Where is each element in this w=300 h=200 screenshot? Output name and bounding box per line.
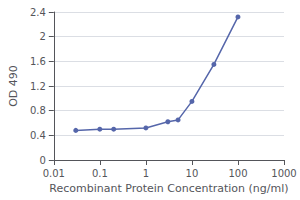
svg-text:1: 1 <box>143 168 149 179</box>
svg-text:1.2: 1.2 <box>30 81 46 92</box>
svg-text:0.4: 0.4 <box>30 130 46 141</box>
svg-text:10: 10 <box>186 168 199 179</box>
svg-text:0.8: 0.8 <box>30 105 46 116</box>
svg-text:OD 490: OD 490 <box>7 65 20 107</box>
svg-text:1.6: 1.6 <box>30 56 46 67</box>
svg-text:Recombinant Protein Concentrat: Recombinant Protein Concentration (ng/ml… <box>49 182 288 195</box>
svg-text:1000: 1000 <box>271 168 296 179</box>
svg-text:0.01: 0.01 <box>43 168 65 179</box>
svg-text:100: 100 <box>228 168 247 179</box>
svg-text:2: 2 <box>39 31 45 42</box>
svg-text:0: 0 <box>39 155 45 166</box>
svg-text:0.1: 0.1 <box>92 168 108 179</box>
svg-text:2.4: 2.4 <box>30 7 46 18</box>
